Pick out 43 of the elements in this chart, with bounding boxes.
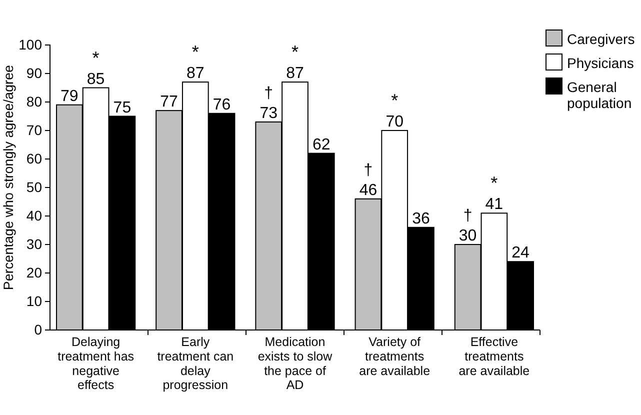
annotation: † — [463, 208, 472, 224]
annotation: * — [391, 90, 398, 110]
data-label: 76 — [212, 96, 231, 114]
y-tick-label: 50 — [26, 178, 42, 195]
y-axis-title: Percentage who strongly agree/agree — [1, 64, 16, 290]
y-tick-label: 30 — [26, 236, 42, 252]
x-tick-label: Effective treatments are available — [458, 335, 530, 378]
data-label: 62 — [312, 136, 330, 154]
legend-label: Caregivers — [567, 31, 635, 47]
y-tick-label: 90 — [26, 64, 42, 81]
x-tick-label: Early treatment can delay progression — [157, 335, 234, 392]
data-label: 87 — [286, 65, 304, 82]
y-tick-label: 100 — [18, 36, 42, 52]
data-label: 70 — [386, 114, 404, 130]
annotation: * — [92, 48, 100, 68]
y-tick-label: 60 — [26, 150, 42, 166]
y-tick-label: 0 — [34, 321, 42, 338]
annotation: * — [490, 173, 498, 194]
annotation: † — [264, 84, 274, 102]
data-label: 46 — [359, 182, 378, 199]
legend-label: General population — [567, 79, 632, 112]
annotation: † — [364, 162, 373, 179]
y-tick-label: 40 — [26, 207, 42, 224]
legend-label: Physicians — [567, 55, 634, 71]
data-label: 41 — [485, 196, 504, 214]
x-tick-label: Variety of treatments are available — [359, 335, 430, 378]
annotation: * — [192, 42, 199, 62]
data-label: 87 — [186, 65, 204, 82]
y-tick-label: 20 — [26, 264, 42, 280]
y-tick-label: 80 — [26, 93, 42, 110]
data-label: 85 — [86, 70, 105, 88]
x-tick-label: Medication exists to slow the pace of AD — [258, 335, 334, 392]
annotation: * — [291, 42, 299, 62]
y-tick-label: 70 — [26, 122, 42, 138]
data-label: 30 — [458, 228, 477, 244]
data-label: 73 — [260, 104, 278, 122]
data-label: 79 — [60, 88, 78, 105]
data-label: 36 — [412, 210, 430, 228]
data-label: 24 — [512, 244, 530, 262]
x-tick-label: Delaying treatment has negative effects — [58, 335, 134, 392]
data-label: 75 — [113, 99, 132, 116]
data-label: 77 — [160, 94, 178, 111]
y-tick-label: 10 — [26, 292, 42, 309]
